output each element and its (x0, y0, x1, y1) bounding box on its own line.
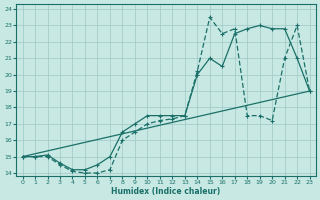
X-axis label: Humidex (Indice chaleur): Humidex (Indice chaleur) (111, 187, 221, 196)
